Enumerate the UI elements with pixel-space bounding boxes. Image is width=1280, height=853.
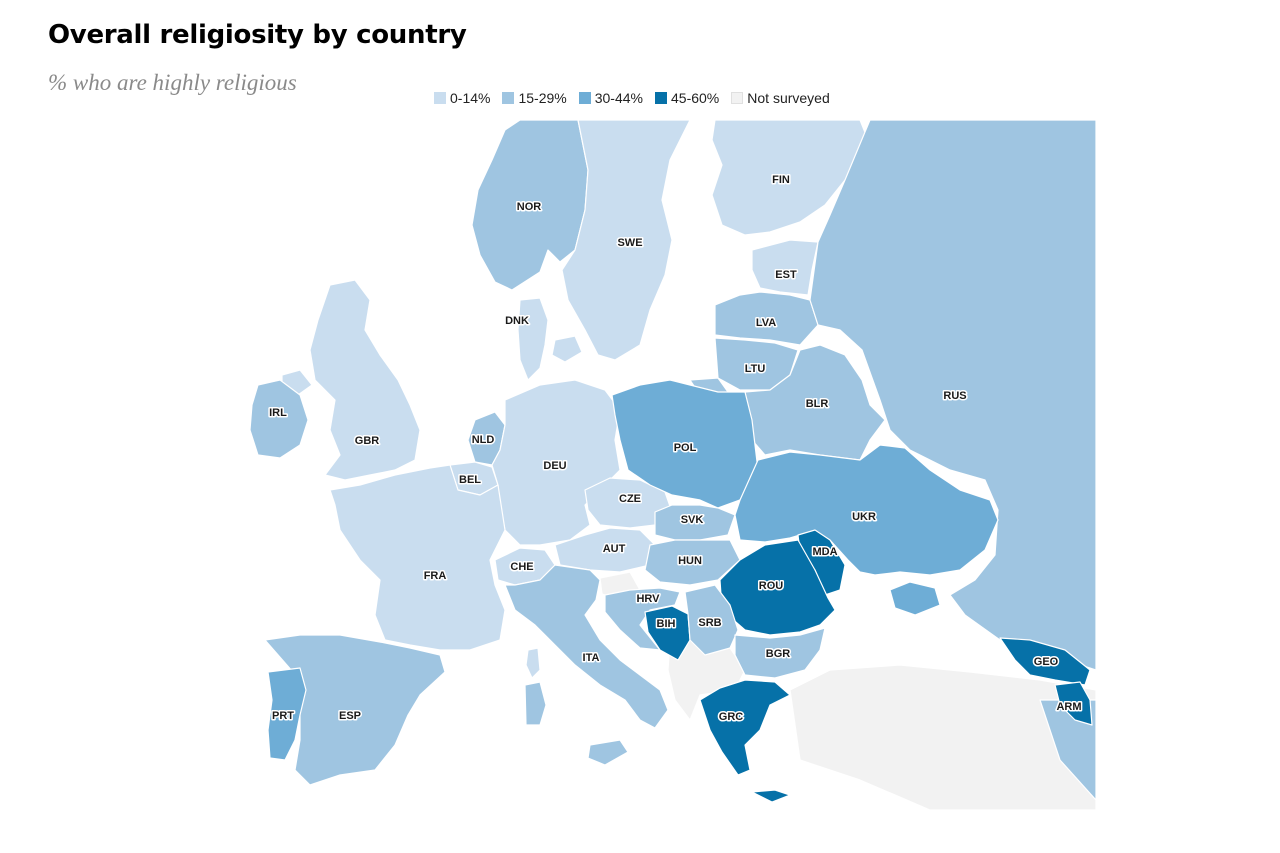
country-TUR[interactable]: [789, 664, 1096, 810]
map-shapes: [249, 120, 1096, 810]
legend-item-0-14: 0-14%: [434, 90, 490, 106]
country-ESP[interactable]: [264, 634, 446, 786]
country-labels: NOR SWE FIN DNK EST LVA LTU BLR RUS IRL …: [268, 172, 1083, 724]
label-BLR: BLR: [806, 398, 829, 410]
country-DNK-island[interactable]: [551, 335, 583, 363]
country-IRL[interactable]: [249, 379, 309, 459]
legend-label-0-14: 0-14%: [450, 90, 491, 106]
country-ARM[interactable]: [1054, 681, 1093, 726]
country-FRA-corsica[interactable]: [525, 647, 541, 679]
label-SVK: SVK: [681, 514, 704, 526]
country-HRV[interactable]: [604, 587, 681, 651]
label-ARM: ARM: [1056, 701, 1081, 713]
country-HUN[interactable]: [644, 539, 741, 586]
label-AUT: AUT: [603, 543, 626, 555]
country-SVK[interactable]: [654, 504, 736, 541]
chart-title: Overall religiosity by country: [48, 20, 467, 50]
label-DEU: DEU: [543, 460, 566, 472]
country-GRC-crete[interactable]: [751, 789, 791, 803]
label-SRB: SRB: [698, 617, 721, 629]
label-BGR: BGR: [766, 648, 791, 660]
label-GRC: GRC: [719, 711, 744, 723]
legend-swatch-45-60: [655, 92, 667, 104]
country-ROU[interactable]: [719, 539, 836, 636]
country-UKR[interactable]: [734, 444, 999, 576]
country-BLR[interactable]: [744, 344, 886, 461]
label-NOR: NOR: [517, 201, 542, 213]
label-EST: EST: [775, 269, 797, 281]
label-NLD: NLD: [472, 434, 495, 446]
country-SWE[interactable]: [561, 120, 691, 361]
country-GRC[interactable]: [699, 679, 791, 776]
legend-swatch-not-surveyed: [731, 92, 744, 104]
label-GEO: GEO: [1034, 656, 1059, 668]
label-DNK: DNK: [505, 315, 529, 327]
country-DNK[interactable]: [517, 297, 549, 381]
label-RUS: RUS: [943, 390, 966, 402]
label-ROU: ROU: [759, 580, 784, 592]
label-POL: POL: [674, 442, 697, 454]
legend-item-45-60: 45-60%: [655, 90, 719, 106]
country-BIH[interactable]: [644, 605, 691, 661]
label-IRL: IRL: [269, 407, 287, 419]
label-CZE: CZE: [619, 493, 641, 505]
label-PRT: PRT: [272, 710, 294, 722]
legend-label-15-29: 15-29%: [518, 90, 567, 106]
label-SWE: SWE: [617, 237, 642, 249]
legend-swatch-15-29: [502, 92, 515, 104]
country-EST[interactable]: [751, 239, 819, 296]
label-UKR: UKR: [852, 511, 876, 523]
label-ITA: ITA: [583, 652, 600, 664]
legend-label-45-60: 45-60%: [671, 90, 720, 106]
legend-swatch-0-14: [434, 92, 446, 104]
label-HUN: HUN: [678, 555, 702, 567]
country-PRT[interactable]: [267, 667, 307, 761]
legend-label-not-surveyed: Not surveyed: [747, 90, 830, 106]
country-ITA-sardinia[interactable]: [524, 681, 547, 726]
country-GEO[interactable]: [999, 637, 1091, 686]
label-FIN: FIN: [772, 174, 790, 186]
label-MDA: MDA: [812, 546, 837, 558]
legend-item-30-44: 30-44%: [578, 90, 643, 106]
legend-item-not-surveyed: Not surveyed: [731, 90, 830, 106]
label-ESP: ESP: [339, 710, 361, 722]
country-SRB[interactable]: [684, 584, 739, 656]
country-GBR[interactable]: [309, 279, 421, 481]
chart-subtitle: % who are highly religious: [48, 70, 297, 95]
label-BIH: BIH: [657, 618, 676, 630]
country-BGR[interactable]: [734, 627, 826, 679]
country-UKR-crimea[interactable]: [889, 581, 941, 616]
country-ITA-sicily[interactable]: [587, 739, 629, 766]
label-HRV: HRV: [636, 593, 660, 605]
label-CHE: CHE: [510, 561, 533, 573]
legend-label-30-44: 30-44%: [594, 90, 643, 106]
legend-item-15-29: 15-29%: [502, 90, 567, 106]
legend: 0-14% 15-29% 30-44% 45-60% Not surveyed: [434, 90, 842, 106]
label-LVA: LVA: [756, 317, 776, 329]
label-FRA: FRA: [424, 570, 447, 582]
country-DEU[interactable]: [491, 379, 621, 546]
label-BEL: BEL: [459, 474, 481, 486]
country-FRA[interactable]: [329, 464, 506, 651]
country-ITA[interactable]: [504, 564, 669, 729]
legend-swatch-30-44: [578, 92, 591, 104]
label-LTU: LTU: [745, 363, 766, 375]
label-GBR: GBR: [355, 435, 380, 447]
